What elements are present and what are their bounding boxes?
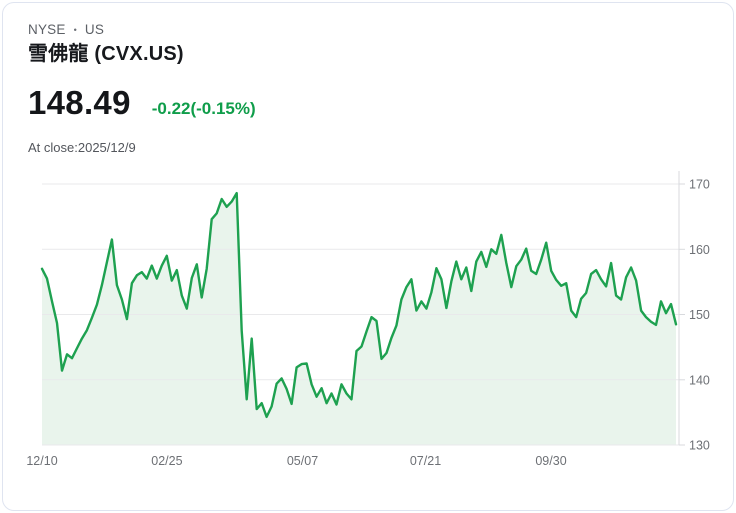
as-of-label: At close:2025/12/9	[28, 140, 136, 155]
price-line	[40, 191, 678, 419]
y-tick-label: 160	[689, 243, 710, 257]
price-value: 148.49	[28, 84, 131, 121]
y-tick-label: 140	[689, 373, 710, 387]
y-tick-label: 170	[689, 178, 710, 192]
stock-title: 雪佛龍 (CVX.US)	[28, 43, 184, 65]
x-tick-label: 02/25	[151, 454, 182, 468]
separator-dot-icon: •	[73, 25, 77, 35]
price-row: 148.49 -0.22(-0.15%)	[28, 86, 256, 120]
x-tick-label: 05/07	[287, 454, 318, 468]
x-tick-label: 12/10	[26, 454, 57, 468]
y-tick-label: 130	[689, 439, 710, 453]
exchange-label: NYSE	[28, 22, 66, 37]
x-tick-label: 07/21	[410, 454, 441, 468]
x-tick-label: 09/30	[535, 454, 566, 468]
region-label: US	[84, 22, 105, 37]
y-tick-label: 150	[689, 308, 710, 322]
area-fill	[42, 193, 676, 445]
price-chart-svg[interactable]: 170 160 150 140 130 12/10 02/25 05/07 07/21 09/30	[26, 171, 710, 471]
price-change: -0.22(-0.15%)	[151, 99, 256, 118]
exchange-row: NYSE • US	[28, 22, 104, 37]
